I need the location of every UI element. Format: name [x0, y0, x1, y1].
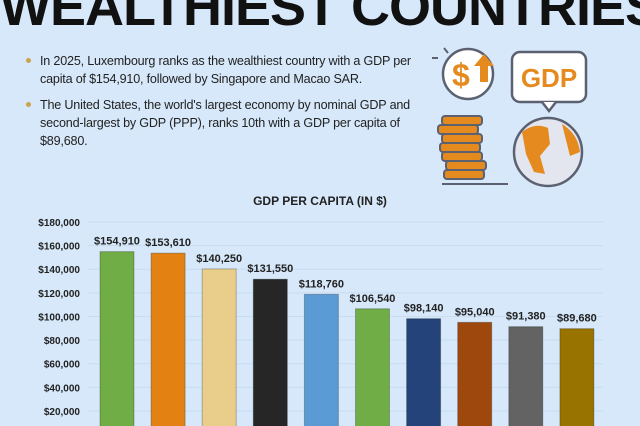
- bullet-item: The United States, the world's largest e…: [26, 96, 418, 150]
- bullet-dot-icon: [26, 58, 31, 63]
- bar-value-label: $153,610: [145, 237, 191, 249]
- bar-value-label: $89,680: [557, 313, 597, 325]
- bar: [150, 252, 186, 426]
- gdp-speech-bubble-icon: GDP: [510, 50, 588, 114]
- y-tick-label: $20,000: [44, 407, 81, 418]
- bullet-dot-icon: [26, 102, 31, 107]
- globe-icon: [512, 116, 584, 188]
- bullet-list: In 2025, Luxembourg ranks as the wealthi…: [26, 52, 418, 158]
- coin-stack-icon: [437, 115, 508, 185]
- bar: [406, 318, 442, 426]
- bar-value-label: $95,040: [455, 306, 495, 318]
- bar: [201, 268, 237, 426]
- bar: [252, 278, 288, 426]
- bar-value-label: $106,540: [350, 293, 396, 305]
- bullet-text: The United States, the world's largest e…: [40, 98, 410, 148]
- svg-text:$: $: [452, 57, 470, 93]
- bullet-item: In 2025, Luxembourg ranks as the wealthi…: [26, 52, 418, 88]
- bar-value-label: $118,760: [299, 278, 344, 290]
- y-tick-label: $100,000: [38, 312, 80, 323]
- bar-value-label: $140,250: [196, 253, 242, 265]
- y-tick-label: $160,000: [38, 242, 80, 253]
- bar: [457, 321, 493, 426]
- svg-text:GDP: GDP: [521, 63, 577, 93]
- bar: [99, 251, 135, 426]
- bar: [508, 326, 544, 426]
- bar: [559, 328, 595, 426]
- bar-value-label: $131,550: [247, 263, 293, 275]
- y-tick-label: $40,000: [44, 383, 81, 394]
- y-tick-label: $140,000: [38, 265, 80, 276]
- gdp-illustration: $ GDP: [432, 47, 588, 188]
- dollar-up-icon: $: [432, 47, 495, 101]
- bar-value-label: $98,140: [404, 303, 444, 315]
- y-tick-label: $120,000: [38, 289, 80, 300]
- bar-value-label: $154,910: [94, 236, 140, 248]
- y-tick-label: $80,000: [44, 336, 81, 347]
- bar: [303, 293, 339, 426]
- bar-value-label: $91,380: [506, 311, 546, 323]
- y-tick-label: $60,000: [44, 360, 81, 371]
- page-title: WEALTHIEST COUNTRIES: [0, 0, 640, 37]
- bar: [355, 308, 390, 426]
- bullet-text: In 2025, Luxembourg ranks as the wealthi…: [40, 54, 411, 86]
- bar-chart: GDP PER CAPITA (IN $) $20,000 $40,000 $60,…: [38, 194, 603, 426]
- y-tick-label: $180,000: [38, 218, 80, 229]
- chart-title: GDP PER CAPITA (IN $): [253, 194, 387, 208]
